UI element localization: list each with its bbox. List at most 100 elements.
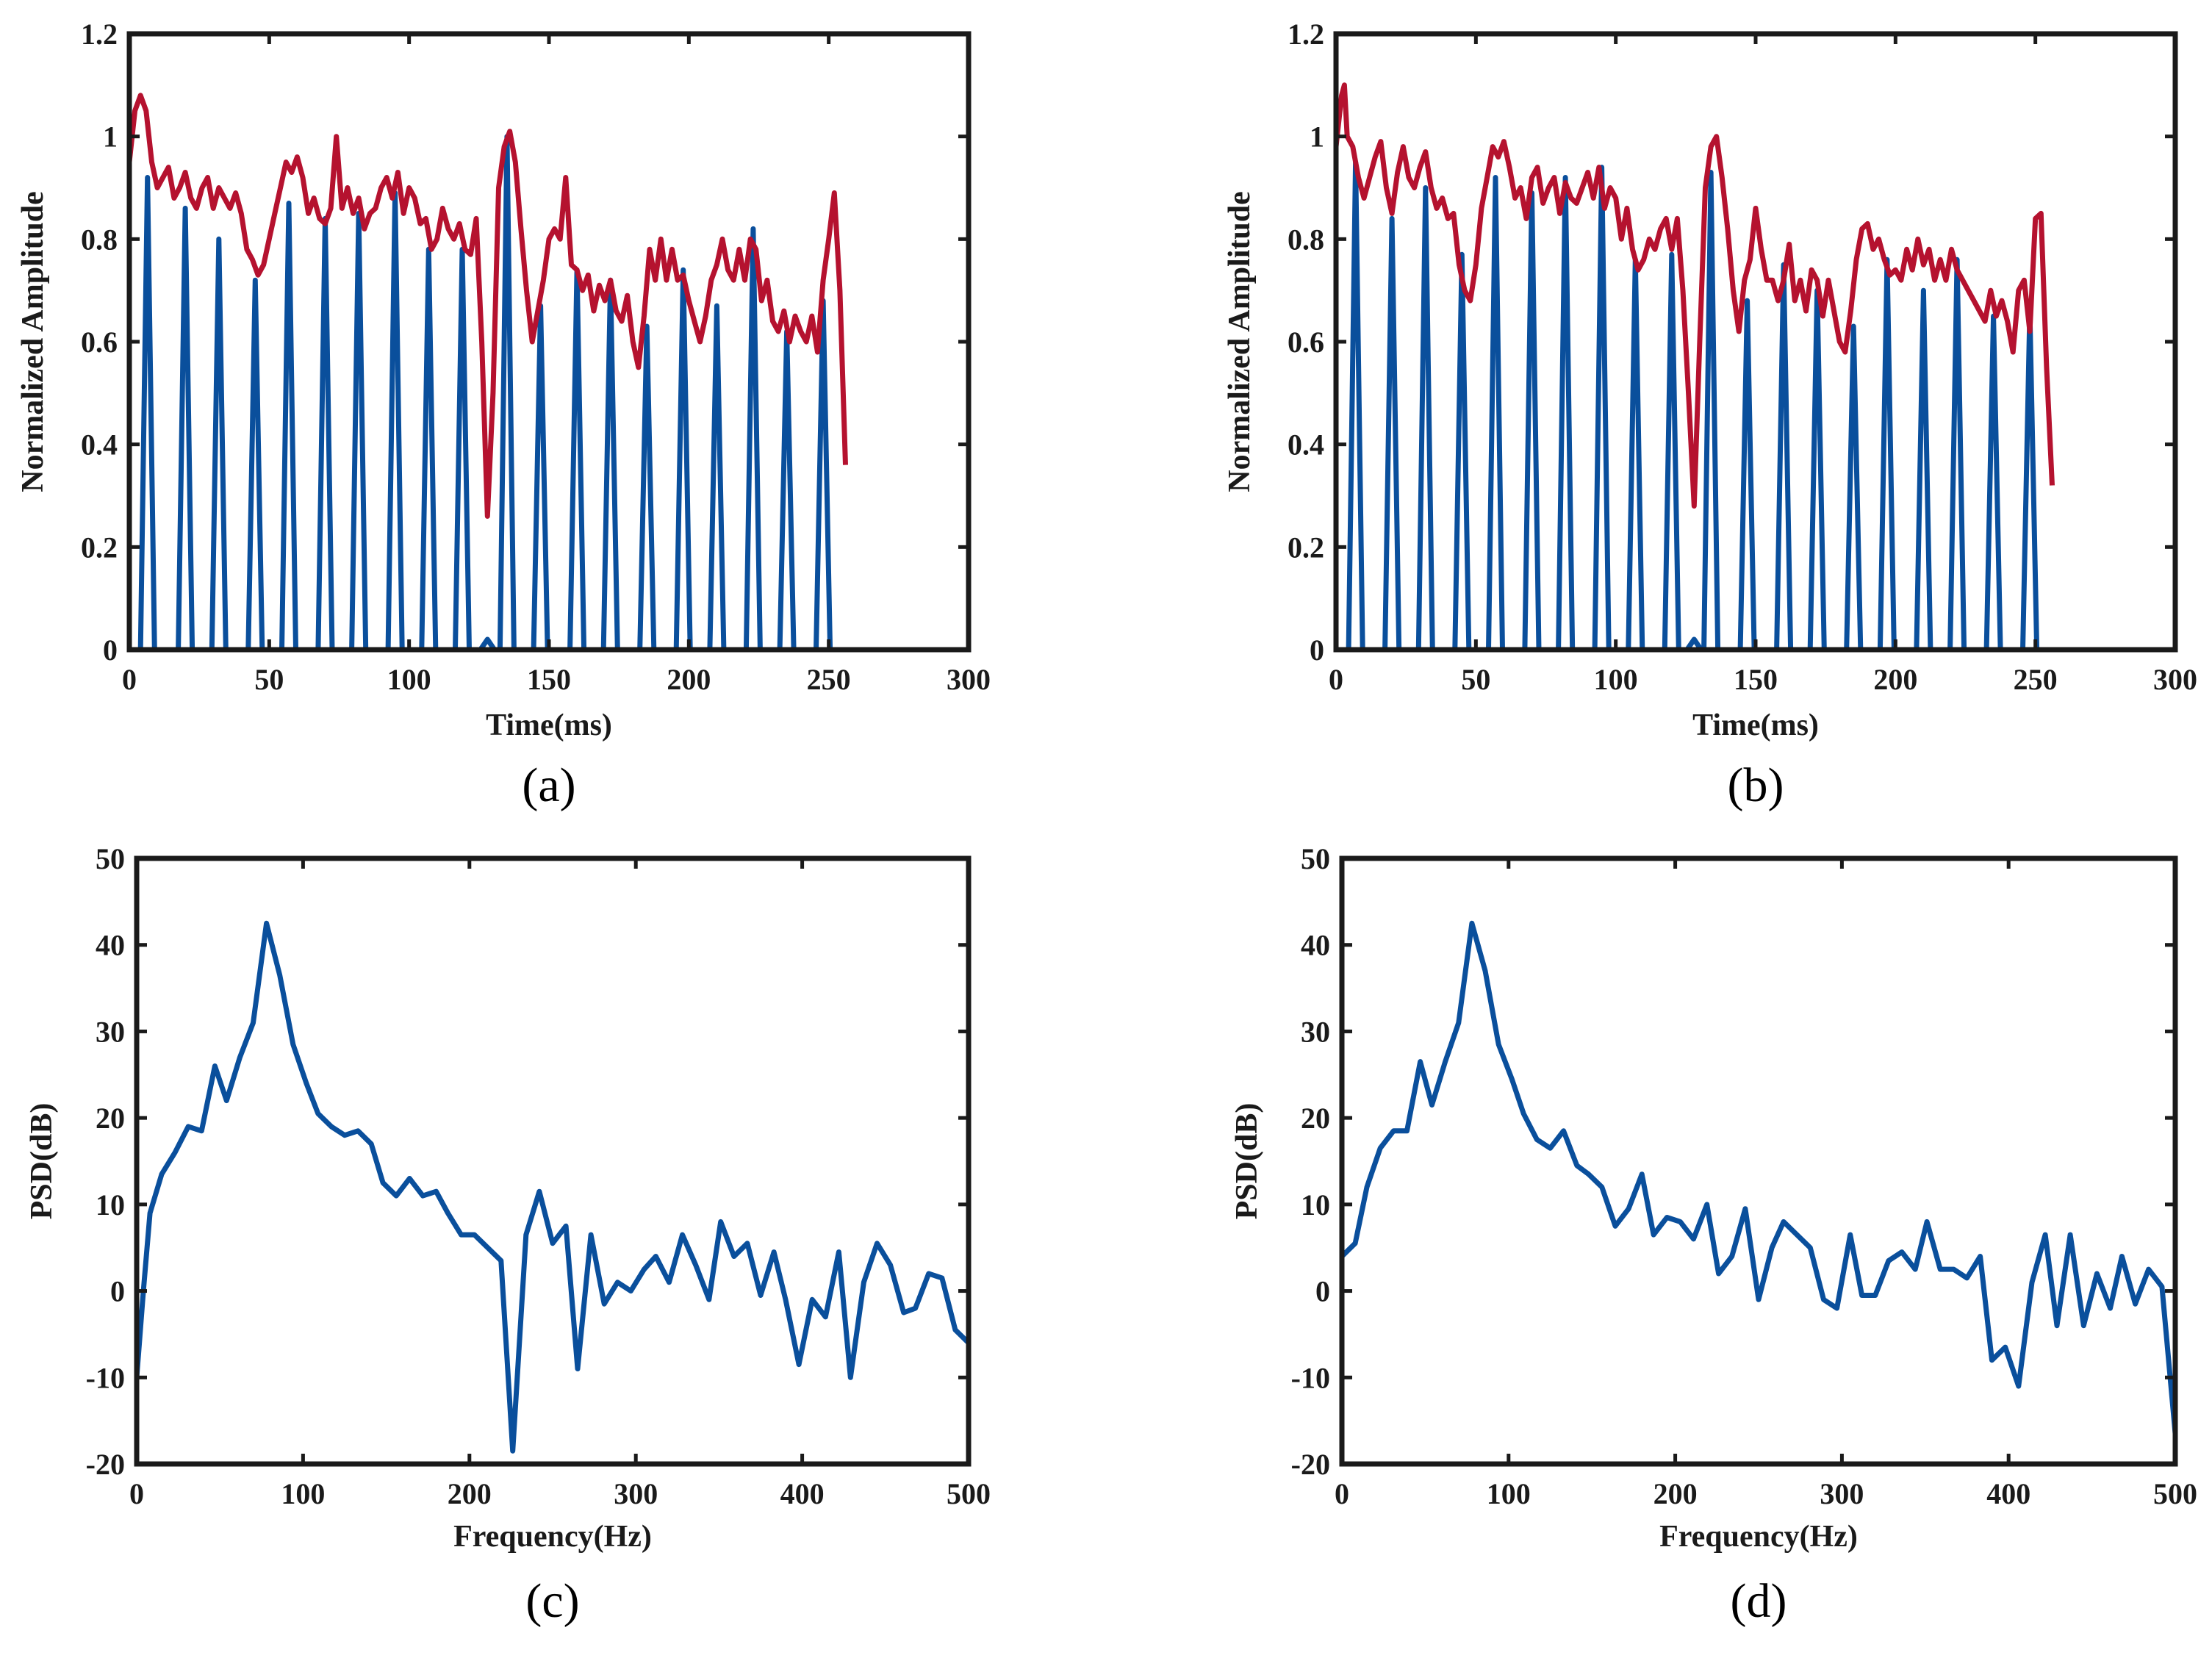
pulse-20 [1983,313,2003,650]
x-axis-label: Time(ms) [486,708,612,742]
x-tick-label: 0 [129,1477,144,1510]
pulse-19 [743,226,763,650]
y-tick-label: 30 [1301,1015,1330,1048]
x-tick-label: 200 [448,1477,492,1510]
x-tick-label: 300 [2153,663,2197,696]
y-tick-label: 0.8 [1288,223,1324,256]
y-tick-label: 10 [1301,1188,1330,1221]
envelope-line [126,93,848,519]
pulse-6 [315,215,335,650]
y-tick-label: -20 [1291,1448,1330,1481]
pulse-5 [279,201,298,650]
x-tick-label: 250 [807,663,851,696]
y-tick-label: 20 [96,1102,125,1135]
x-axis-label: Frequency(Hz) [1659,1520,1858,1554]
x-tick-label: 100 [1487,1477,1531,1510]
pulse-16 [1844,323,1864,650]
pulse-9 [1626,256,1645,650]
y-tick-label: -20 [86,1448,125,1481]
y-tick-label: 1.2 [1288,18,1324,51]
pulse-7 [349,210,369,650]
pulse-13 [531,303,550,650]
y-tick-label: 0.2 [81,531,118,564]
pulse-16 [637,323,657,650]
plot-frame [134,855,972,1467]
x-tick-label: 150 [527,663,571,696]
pulse-3 [1415,185,1435,650]
panel-label: (c) [525,1574,579,1628]
x-tick-label: 100 [387,663,431,696]
pulse-14 [1774,262,1794,650]
y-tick-label: 0.8 [81,223,118,256]
x-tick-label: 200 [667,663,711,696]
pulse-9 [419,246,439,650]
pulse-21 [2020,308,2040,650]
x-tick-label: 200 [1873,663,1917,696]
x-tick-label: 0 [122,663,137,696]
pulse-6 [1522,190,1542,650]
x-tick-label: 500 [947,1477,991,1510]
envelope-line [1333,82,2055,509]
y-tick-label: -10 [1291,1361,1330,1394]
x-tick-label: 50 [1461,663,1490,696]
y-axis-label: Normalized Amplitude [16,191,50,492]
panel-a-chart: 0 50 100 150 200 250 300 0 0.2 0.4 0.6 0.8 1 1.2 Time(… [16,18,991,812]
x-axis-label: Time(ms) [1692,708,1819,742]
pulse-4 [245,277,265,650]
x-tick-label: 100 [1594,663,1638,696]
y-axis-label: PSD(dB) [1230,1103,1264,1220]
x-tick-label: 150 [1734,663,1778,696]
x-tick-label: 0 [1329,663,1343,696]
y-tick-label: 0.6 [1288,326,1324,359]
pulse-13 [1737,298,1757,650]
pulse-4 [1452,251,1472,650]
x-tick-label: 250 [2014,663,2058,696]
y-tick-label: 1 [1310,121,1324,154]
pulse-5 [1486,175,1505,650]
y-tick-label: 0.4 [1288,428,1324,462]
pulse-14 [567,267,587,650]
x-tick-label: 0 [1335,1477,1349,1510]
y-tick-label: 0.2 [1288,531,1324,564]
pulse-10 [1662,251,1681,650]
pulse-15 [1807,287,1827,650]
pulse-12 [497,134,517,650]
pulse-3 [209,236,229,650]
y-axis-label: Normalized Amplitude [1223,191,1257,492]
y-tick-label: -10 [86,1361,125,1394]
y-tick-label: 50 [1301,842,1330,875]
pulse-8 [1592,165,1612,650]
pulse-18 [707,303,727,650]
x-tick-label: 400 [780,1477,825,1510]
y-tick-label: 0 [1310,634,1324,667]
psd-line [1340,920,2178,1435]
pulse-18 [1914,287,1933,650]
x-tick-label: 300 [1820,1477,1864,1510]
pulse-2 [1382,215,1402,650]
pulse-8 [385,190,405,650]
y-tick-label: 10 [96,1188,125,1221]
pulse-20 [777,329,797,650]
panel-c-chart: 0 100 200 300 400 500 -20 -10 0 10 20 30 40 50 Frequen… [25,842,991,1628]
panel-label: (d) [1731,1574,1787,1628]
pulse-1 [137,175,157,650]
pulse-19 [1947,256,1967,650]
y-tick-label: 0 [1315,1275,1330,1308]
x-tick-label: 500 [2153,1477,2197,1510]
plot-frame [1339,855,2178,1467]
pulse-1 [1346,159,1365,650]
y-tick-label: 0 [110,1275,125,1308]
y-tick-label: 50 [96,842,125,875]
y-tick-label: 30 [96,1015,125,1048]
y-tick-label: 40 [96,929,125,962]
y-tick-label: 1 [103,121,118,154]
y-tick-label: 0 [103,634,118,667]
pulse-11 [478,636,497,651]
pulse-17 [673,267,693,650]
x-tick-label: 400 [1986,1477,2030,1510]
y-tick-label: 40 [1301,929,1330,962]
x-tick-label: 300 [614,1477,658,1510]
y-tick-label: 0.6 [81,326,118,359]
psd-line [134,920,971,1454]
y-axis-label: PSD(dB) [25,1103,59,1220]
